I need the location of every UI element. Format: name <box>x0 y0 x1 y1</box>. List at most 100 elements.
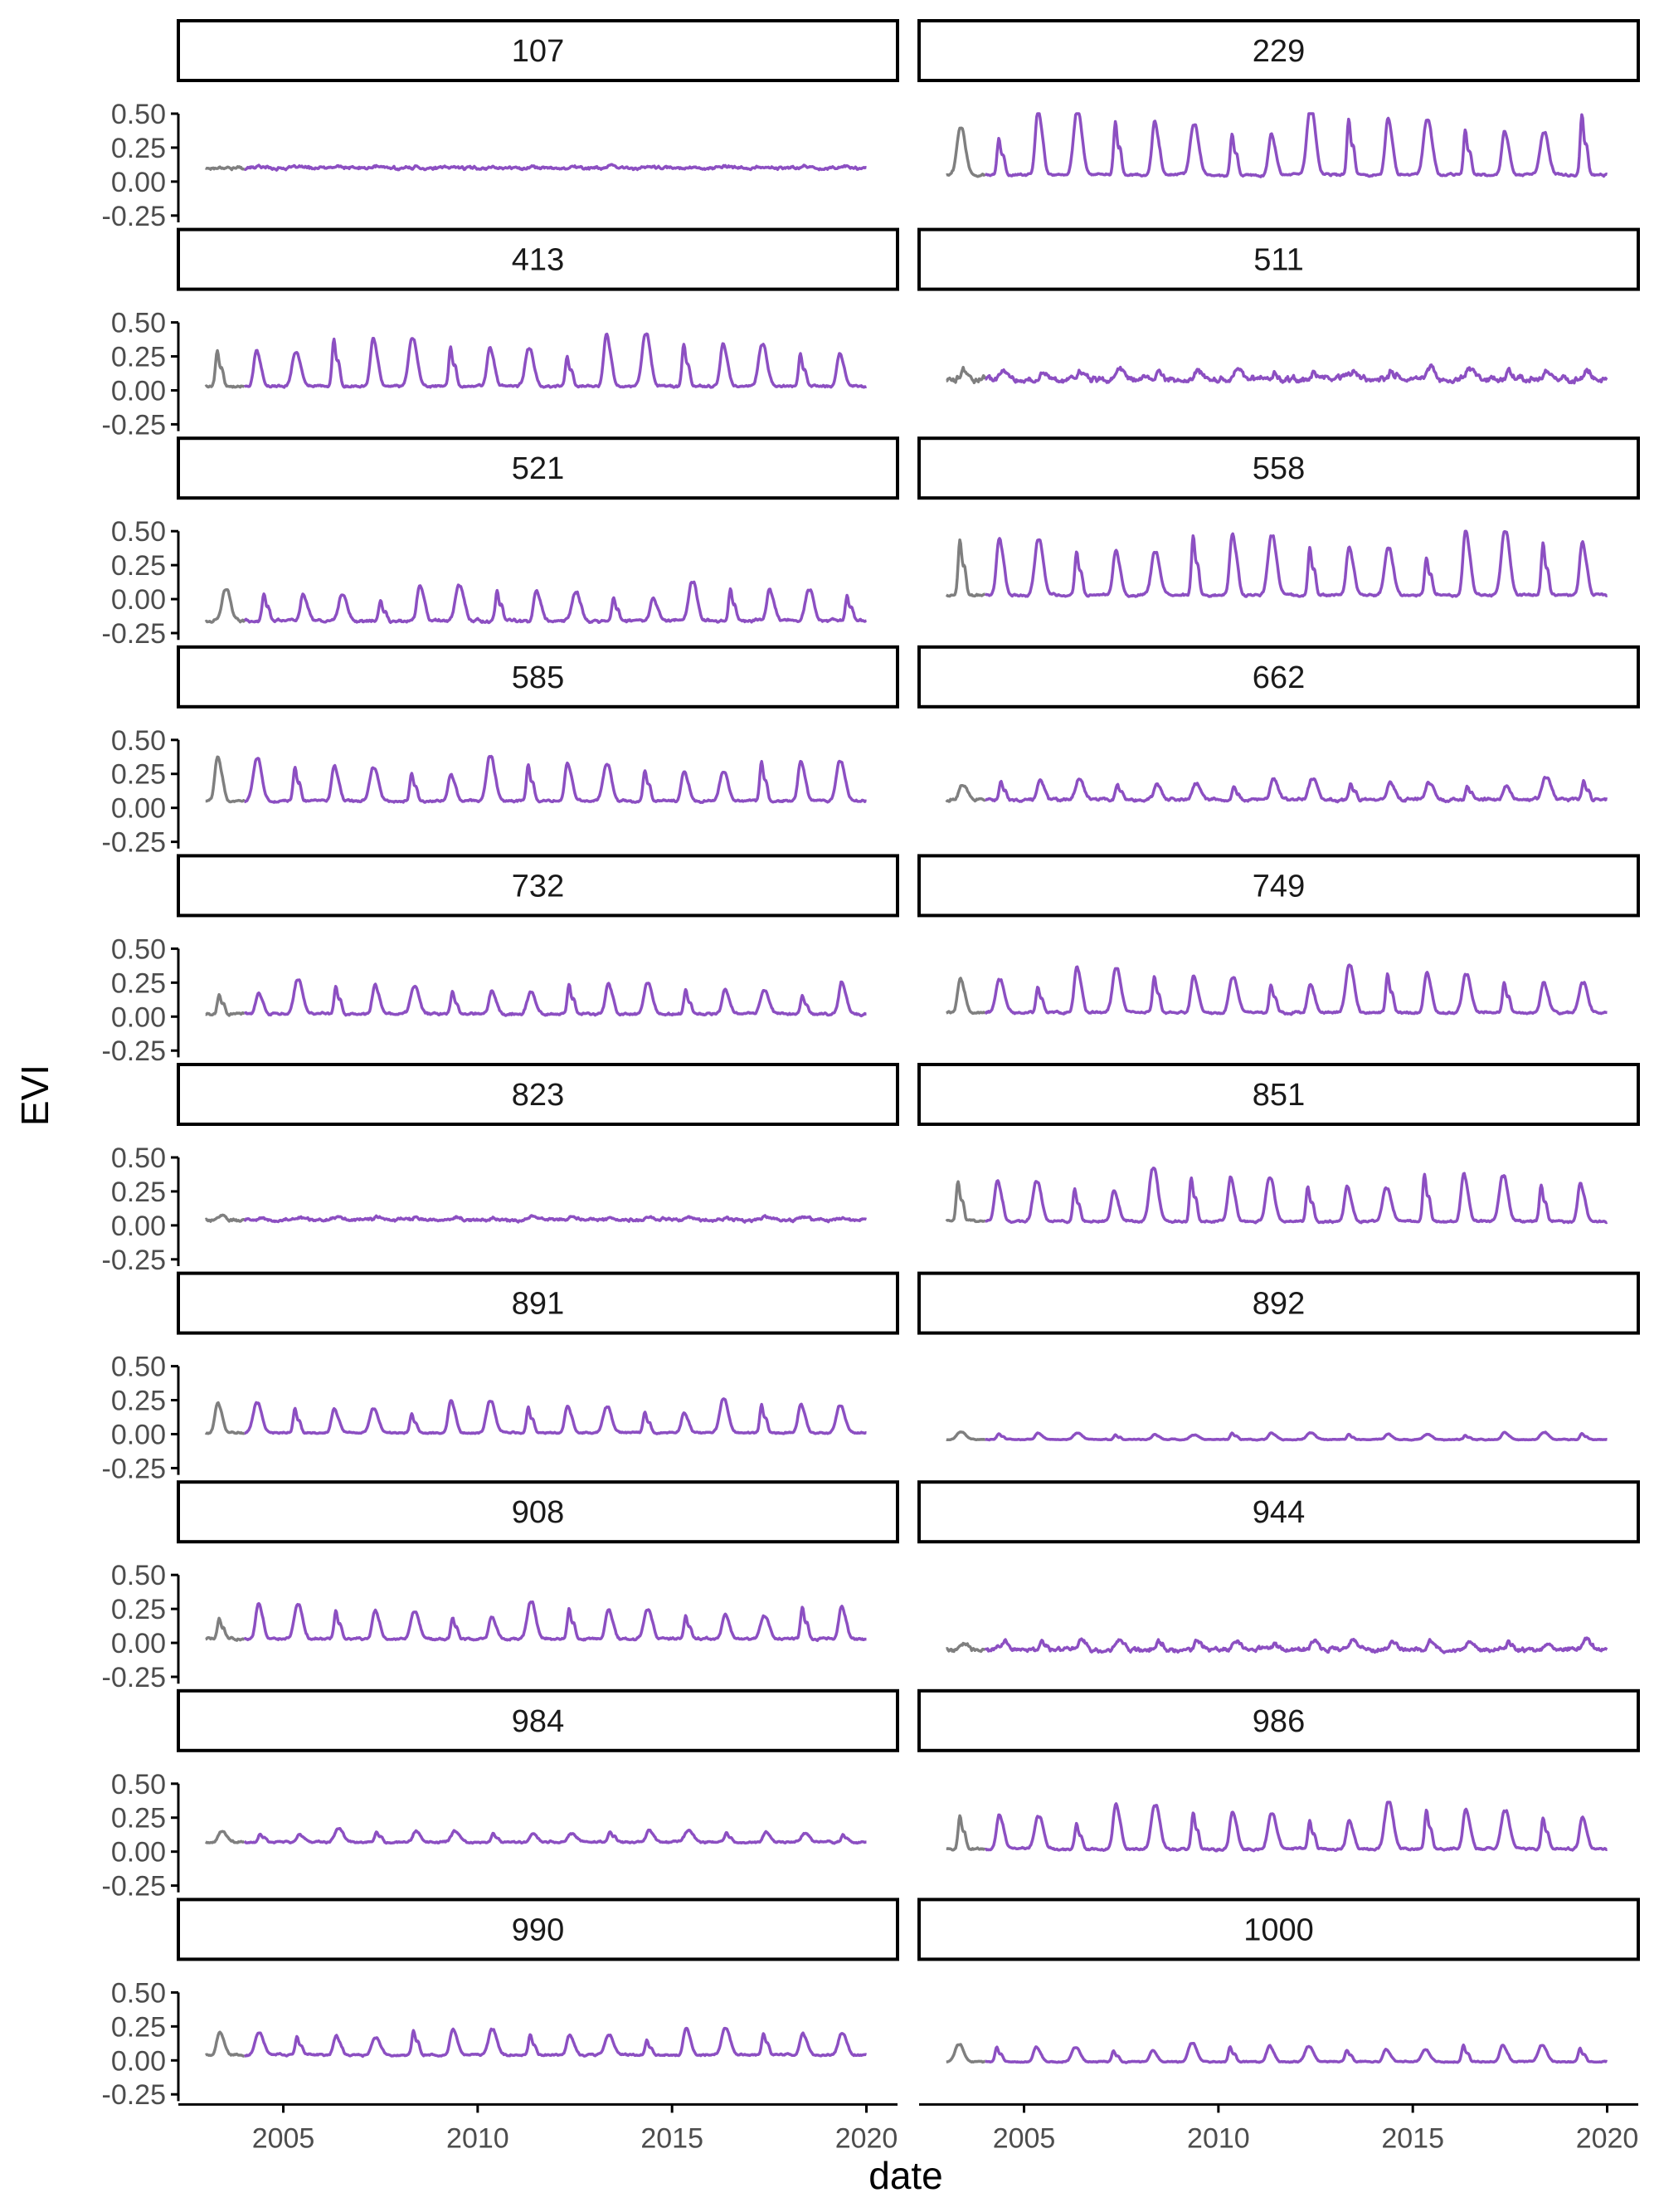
history-series-line <box>946 1814 986 1852</box>
facet-panel-229: 229 <box>917 19 1640 178</box>
facet-strip-label: 892 <box>1253 1287 1305 1322</box>
y-tick-label: 0.00 <box>111 167 166 198</box>
history-series-line <box>946 977 987 1016</box>
facet-strip <box>177 19 899 82</box>
facet-panels: 1070.500.250.00-0.252294130.500.250.00-0… <box>102 19 1640 2111</box>
y-tick-label: 0.50 <box>111 1769 166 1800</box>
evi-series-line <box>243 1826 868 1845</box>
facet-strip <box>177 1271 899 1335</box>
evi-series-line <box>984 776 1608 804</box>
evi-series-line <box>243 163 868 172</box>
facet-panel-984: 984 0.500.250.00-0.25 <box>102 1688 899 1903</box>
facet-strip <box>917 1688 1640 1752</box>
y-tick-label: 0.25 <box>111 1386 166 1417</box>
x-tick-label: 2005 <box>252 2122 315 2154</box>
facet-strip-label: 908 <box>512 1495 564 1530</box>
facet-panel-892: 892 <box>917 1271 1640 1442</box>
y-tick-label: 0.00 <box>111 1837 166 1869</box>
facet-panel-732: 732 0.500.250.00-0.25 <box>102 854 899 1067</box>
evi-series-line <box>243 1600 868 1643</box>
facet-strip <box>917 645 1640 709</box>
facet-strip <box>917 1271 1640 1335</box>
y-tick-label: 0.50 <box>111 933 166 965</box>
facet-strip-label: 944 <box>1253 1495 1305 1530</box>
facet-strip-label: 229 <box>1253 34 1305 69</box>
facet-strip <box>917 436 1640 500</box>
facet-panel-413: 413 0.500.250.00-0.25 <box>102 227 899 441</box>
x-axes: 2005 2010 2015 2020 2005 2010 2015 2020 <box>178 2102 1639 2154</box>
facet-strip <box>177 1898 899 1961</box>
y-tick-label: 0.25 <box>111 1177 166 1208</box>
facet-strip <box>917 19 1640 82</box>
y-tick-label: 0.25 <box>111 1803 166 1834</box>
evi-series-line <box>984 529 1608 598</box>
x-tick-label: 2020 <box>835 2122 898 2154</box>
y-tick-label: 0.25 <box>111 967 166 999</box>
history-series-line <box>946 1641 986 1654</box>
facet-strip <box>917 854 1640 918</box>
x-tick-label: 2015 <box>1381 2122 1444 2154</box>
y-tick-label: 0.25 <box>111 550 166 582</box>
facet-strip-label: 749 <box>1253 869 1305 904</box>
facet-panel-107: 107 0.500.250.00-0.25 <box>102 19 899 232</box>
y-tick-label: 0.50 <box>111 1352 166 1383</box>
history-series-line <box>945 783 986 803</box>
y-tick-label: -0.25 <box>102 1035 167 1067</box>
history-series-line <box>945 1180 986 1224</box>
y-tick-label: 0.00 <box>111 1419 166 1450</box>
facet-panel-823: 823 0.500.250.00-0.25 <box>102 1063 899 1276</box>
y-tick-label: -0.25 <box>102 827 167 859</box>
evi-series-line <box>243 1214 868 1224</box>
y-tick-label: 0.50 <box>111 99 166 130</box>
facet-strip-label: 990 <box>512 1912 564 1947</box>
y-tick-label: -0.25 <box>102 1245 167 1276</box>
y-tick-label: 0.00 <box>111 793 166 825</box>
y-tick-label: -0.25 <box>102 409 167 441</box>
facet-panel-558: 558 <box>917 436 1640 598</box>
facet-strip-label: 413 <box>512 243 564 278</box>
y-tick-label: 0.00 <box>111 1211 166 1242</box>
history-series-line <box>945 538 986 598</box>
history-series-line <box>946 2043 986 2064</box>
history-series-line <box>204 1213 246 1223</box>
facet-panel-908: 908 0.500.250.00-0.25 <box>102 1480 899 1693</box>
history-series-line <box>204 348 246 389</box>
history-series-line <box>204 587 246 624</box>
history-series-line <box>205 1830 246 1844</box>
y-tick-label: 0.50 <box>111 725 166 757</box>
facet-panel-662: 662 <box>917 645 1640 804</box>
facet-strip-label: 984 <box>512 1704 564 1739</box>
evi-series-line <box>984 1167 1608 1225</box>
y-tick-label: 0.50 <box>111 1560 166 1591</box>
y-tick-label: -0.25 <box>102 201 167 232</box>
history-series-line <box>205 165 246 172</box>
history-series-line <box>946 126 987 178</box>
evi-series-line <box>984 363 1608 385</box>
facet-strip <box>177 854 899 918</box>
y-tick-label: 0.00 <box>111 1001 166 1033</box>
evi-series-line <box>243 332 868 389</box>
y-axis-title: EVI <box>13 1065 56 1126</box>
history-series-line <box>205 1616 246 1642</box>
facet-strip-label: 558 <box>1253 451 1305 486</box>
evi-series-line <box>243 2026 868 2059</box>
x-axis-title: date <box>868 2154 943 2197</box>
facet-panel-851: 851 <box>917 1063 1640 1225</box>
facet-strip-label: 1000 <box>1243 1912 1314 1947</box>
evi-series-line <box>243 978 868 1018</box>
facet-panel-1000: 1000 <box>917 1898 1640 2064</box>
facet-strip <box>177 645 899 709</box>
y-tick-label: 0.25 <box>111 342 166 373</box>
facet-strip-label: 107 <box>512 34 564 69</box>
facet-strip <box>177 1688 899 1752</box>
evi-series-line <box>984 112 1608 178</box>
y-tick-label: 0.50 <box>111 308 166 339</box>
facet-strip-label: 521 <box>512 451 564 486</box>
x-tick-label: 2020 <box>1576 2122 1639 2154</box>
facet-strip <box>177 1480 899 1544</box>
facet-strip-label: 662 <box>1253 660 1305 695</box>
facet-strip <box>917 1480 1640 1544</box>
history-series-line <box>946 365 987 385</box>
evi-series-line <box>984 1636 1608 1654</box>
facet-panel-986: 986 <box>917 1688 1640 1853</box>
